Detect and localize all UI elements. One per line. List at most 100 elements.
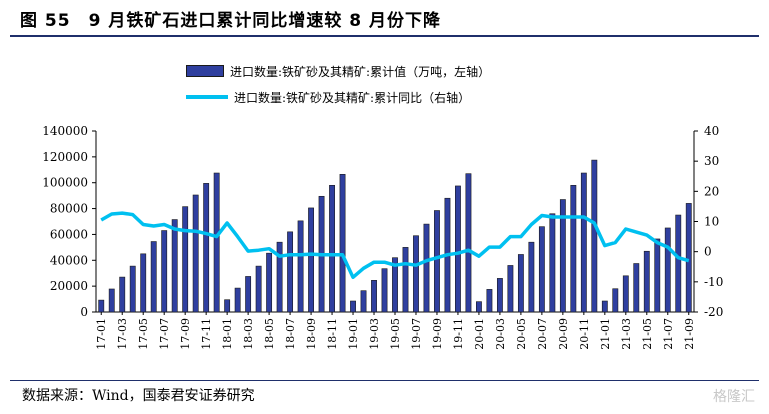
- bar: [643, 250, 650, 313]
- y-left-tick-label: 100000: [42, 176, 88, 190]
- x-tick-label: 18-07: [284, 318, 297, 350]
- x-tick-label: 18-11: [326, 318, 339, 350]
- x-tick-label: 18-05: [263, 318, 276, 350]
- chart-title: 图 55 9 月铁矿石进口累计同比增速较 8 月份下降: [20, 11, 441, 31]
- bar: [98, 299, 105, 313]
- bar: [517, 254, 524, 313]
- legend-bar-swatch: [186, 65, 224, 77]
- bar: [234, 287, 241, 313]
- x-tick-label: 17-03: [116, 318, 129, 350]
- bar: [507, 265, 514, 313]
- x-tick-label: 21-09: [683, 318, 696, 350]
- x-tick-label: 18-01: [221, 318, 234, 350]
- x-tick-label: 17-09: [179, 318, 192, 350]
- y-left-tick-label: 120000: [42, 150, 88, 164]
- bar: [150, 241, 157, 313]
- bar: [245, 276, 252, 313]
- bar: [633, 263, 640, 313]
- x-tick-label: 20-11: [578, 318, 591, 350]
- y-left-tick-label: 80000: [50, 202, 88, 216]
- bar: [329, 185, 335, 313]
- bar: [455, 185, 461, 313]
- bar: [308, 207, 314, 313]
- bar: [664, 227, 671, 313]
- bar: [622, 275, 629, 313]
- bar: [360, 290, 367, 313]
- bar: [119, 276, 126, 313]
- bar: [685, 203, 692, 313]
- bar: [339, 174, 346, 313]
- y-right-tick-label: 0: [704, 245, 712, 259]
- source-divider: [10, 380, 759, 381]
- watermark-logo: 格隆汇: [713, 389, 755, 405]
- x-tick-label: 21-07: [662, 318, 675, 350]
- y-left-tick-label: 40000: [50, 253, 88, 267]
- x-tick-label: 19-09: [431, 318, 444, 350]
- bar: [287, 231, 294, 313]
- bar: [266, 252, 273, 313]
- bar: [580, 172, 587, 313]
- legend-bar-label: 进口数量:铁矿砂及其精矿:累计值（万吨，左轴）: [230, 64, 491, 79]
- series-line: [100, 211, 690, 280]
- legend-line-swatch: [186, 95, 228, 99]
- x-tick-label: 17-01: [95, 318, 108, 350]
- x-tick-label: 21-01: [599, 318, 612, 350]
- bar: [538, 226, 545, 313]
- bar: [423, 223, 430, 313]
- bar: [570, 185, 577, 313]
- legend-line-label: 进口数量:铁矿砂及其精矿:累计同比（右轴）: [234, 90, 471, 105]
- x-tick-label: 17-05: [137, 318, 150, 350]
- y-right-tick-label: 10: [704, 215, 719, 229]
- x-tick-label: 21-05: [641, 318, 654, 350]
- y-left-tick-label: 60000: [50, 227, 88, 241]
- x-tick-label: 20-05: [515, 318, 528, 350]
- bar: [381, 268, 388, 313]
- bar: [434, 210, 440, 313]
- x-tick-label: 19-01: [347, 318, 360, 350]
- x-tick-label: 17-11: [200, 318, 213, 350]
- x-tick-label: 18-03: [242, 318, 255, 350]
- y-right-tick-label: 40: [704, 124, 719, 138]
- bar: [601, 300, 608, 313]
- x-tick-label: 20-03: [494, 318, 507, 350]
- bar: [654, 238, 661, 313]
- bar: [182, 206, 189, 313]
- bar: [108, 288, 115, 313]
- y-right-tick-label: -20: [704, 305, 723, 319]
- bar: [276, 241, 283, 313]
- bar: [203, 183, 210, 313]
- bar: [192, 194, 199, 313]
- bar: [528, 241, 535, 313]
- x-tick-label: 19-03: [368, 318, 381, 350]
- legend: 进口数量:铁矿砂及其精矿:累计值（万吨，左轴） 进口数量:铁矿砂及其精矿:累计同…: [186, 58, 490, 110]
- bar: [496, 278, 503, 313]
- bar: [549, 213, 556, 313]
- x-tick-label: 19-11: [452, 318, 465, 350]
- legend-item-line: 进口数量:铁矿砂及其精矿:累计同比（右轴）: [186, 84, 490, 110]
- x-tick-label: 21-03: [620, 318, 633, 350]
- y-left-tick-label: 0: [80, 305, 88, 319]
- bar: [224, 299, 231, 313]
- x-tick-label: 20-07: [536, 318, 549, 350]
- x-tick-label: 19-07: [410, 318, 423, 350]
- bar: [612, 288, 619, 313]
- x-tick-label: 20-01: [473, 318, 486, 350]
- bar: [297, 220, 304, 313]
- bar: [350, 300, 356, 313]
- bar: [171, 219, 178, 313]
- y-right-tick-label: 30: [704, 154, 719, 168]
- x-tick-label: 18-09: [305, 318, 318, 350]
- title-divider: [10, 35, 759, 37]
- x-tick-label: 20-09: [557, 318, 570, 350]
- bar: [675, 214, 682, 313]
- y-left-tick-label: 20000: [50, 279, 88, 293]
- bar: [129, 265, 136, 313]
- bar: [371, 280, 377, 313]
- bar: [140, 253, 147, 313]
- x-tick-label: 17-07: [158, 318, 171, 350]
- bar: [402, 247, 409, 313]
- bar: [255, 265, 262, 313]
- bar: [486, 289, 493, 313]
- bar: [161, 230, 168, 313]
